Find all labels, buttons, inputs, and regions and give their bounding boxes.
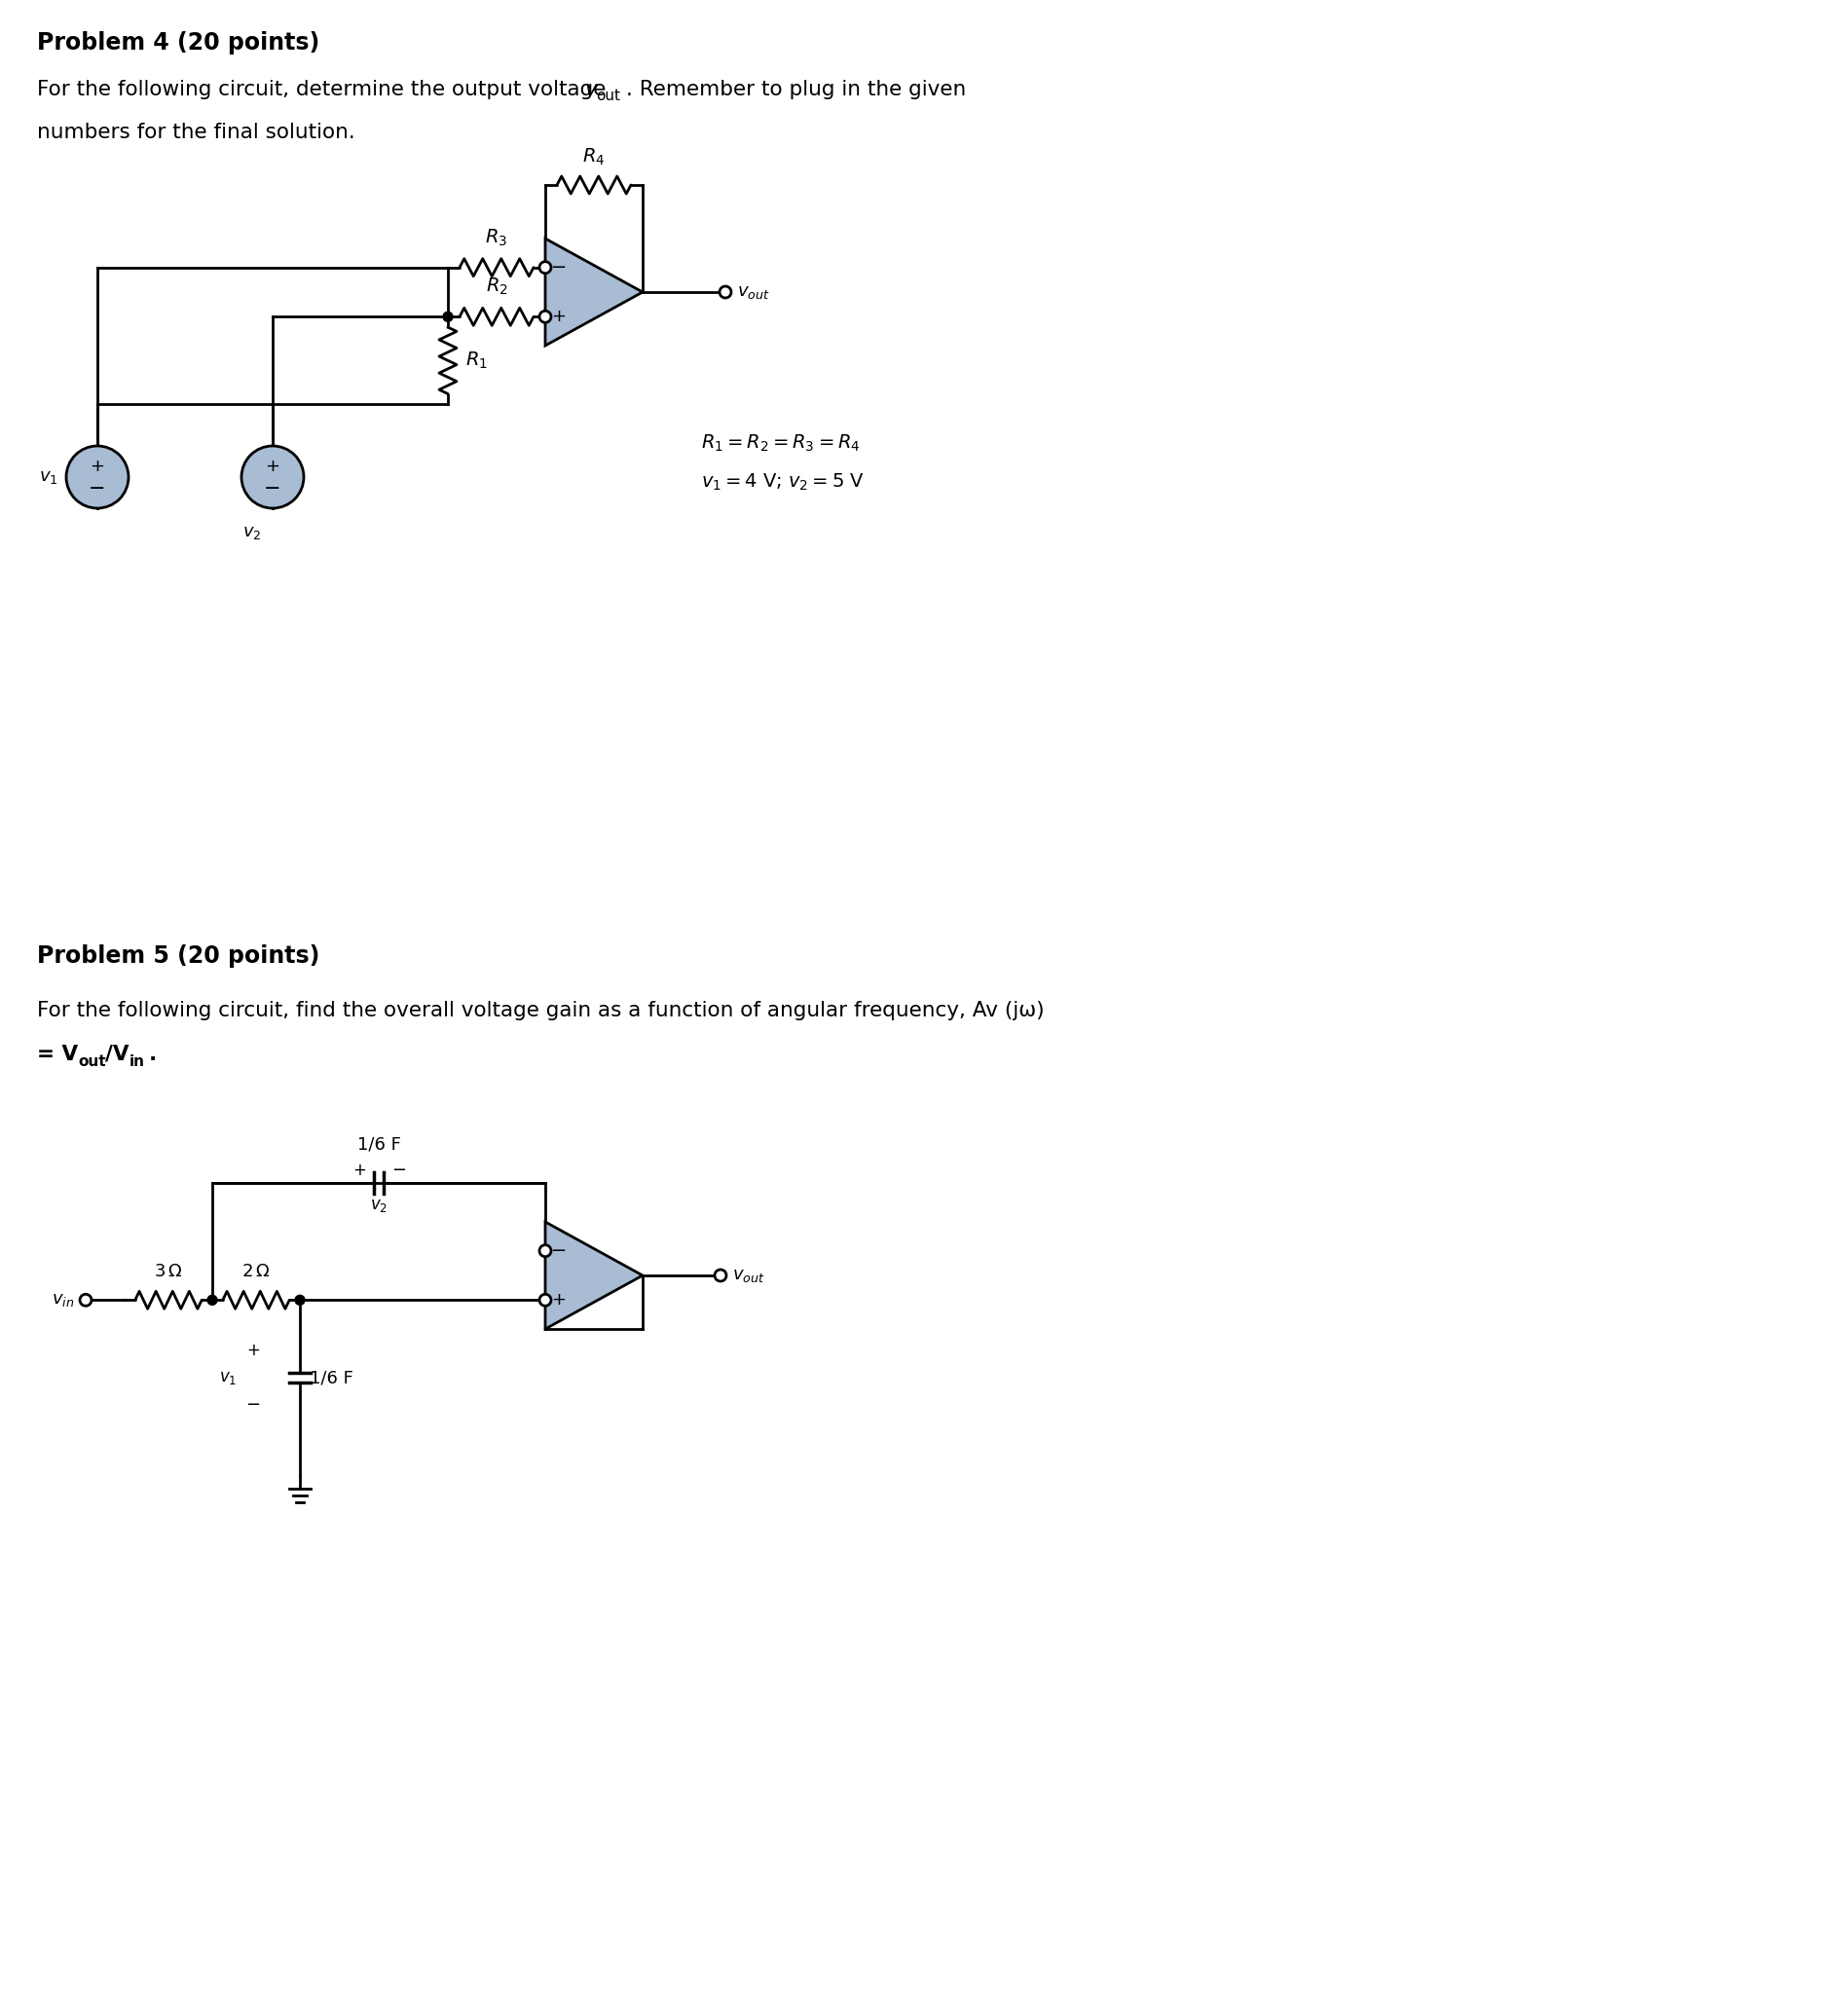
Text: $v_2$: $v_2$	[370, 1197, 388, 1213]
Text: $R_3$: $R_3$	[484, 227, 508, 247]
Text: +: +	[551, 309, 565, 325]
Text: $v_1$: $v_1$	[39, 468, 59, 486]
Text: For the following circuit, find the overall voltage gain as a function of angula: For the following circuit, find the over…	[37, 1000, 1044, 1020]
Circle shape	[540, 313, 551, 321]
Circle shape	[715, 1269, 726, 1281]
Circle shape	[67, 446, 129, 508]
Circle shape	[540, 261, 551, 273]
Text: $R_4$: $R_4$	[582, 147, 604, 167]
Circle shape	[540, 1245, 551, 1257]
Polygon shape	[545, 1221, 643, 1329]
Text: +: +	[91, 458, 105, 476]
Text: +: +	[246, 1343, 261, 1359]
Polygon shape	[545, 239, 643, 347]
Text: numbers for the final solution.: numbers for the final solution.	[37, 124, 355, 141]
Text: For the following circuit, determine the output voltage: For the following circuit, determine the…	[37, 80, 612, 100]
Text: $3\,\Omega$: $3\,\Omega$	[153, 1263, 183, 1281]
Text: /V: /V	[105, 1044, 129, 1064]
Text: +: +	[551, 1291, 565, 1309]
Text: Problem 5 (20 points): Problem 5 (20 points)	[37, 944, 320, 968]
Text: Problem 4 (20 points): Problem 4 (20 points)	[37, 32, 320, 54]
Text: out: out	[595, 88, 619, 104]
Text: 1/6 F: 1/6 F	[309, 1369, 353, 1386]
Text: v: v	[584, 80, 597, 100]
Text: −: −	[392, 1161, 407, 1179]
Text: −: −	[551, 259, 567, 277]
Text: $v_{out}$: $v_{out}$	[737, 283, 769, 301]
Text: $v_{in}$: $v_{in}$	[52, 1291, 74, 1309]
Text: . Remember to plug in the given: . Remember to plug in the given	[626, 80, 967, 100]
Text: $v_1=4$ V; $v_2=5$ V: $v_1=4$ V; $v_2=5$ V	[700, 472, 865, 492]
Text: −: −	[89, 478, 105, 498]
Text: −: −	[264, 478, 281, 498]
Text: out: out	[78, 1054, 105, 1070]
Circle shape	[540, 1295, 551, 1307]
Text: .: .	[150, 1044, 157, 1064]
Text: −: −	[551, 1241, 567, 1261]
Circle shape	[207, 1295, 216, 1305]
Text: $R_2$: $R_2$	[486, 277, 508, 297]
Circle shape	[719, 287, 730, 299]
Circle shape	[242, 446, 303, 508]
Text: $R_1$: $R_1$	[466, 351, 488, 371]
Text: +: +	[264, 458, 279, 476]
Circle shape	[540, 263, 551, 273]
Text: +: +	[353, 1161, 366, 1179]
Circle shape	[79, 1295, 91, 1307]
Text: in: in	[129, 1054, 144, 1070]
Text: $R_1=R_2=R_3=R_4$: $R_1=R_2=R_3=R_4$	[700, 432, 859, 454]
Circle shape	[540, 311, 551, 323]
Circle shape	[444, 313, 453, 321]
Text: $v_{out}$: $v_{out}$	[732, 1267, 765, 1285]
Text: $v_1$: $v_1$	[218, 1369, 237, 1386]
Text: $2\,\Omega$: $2\,\Omega$	[242, 1263, 270, 1281]
Text: −: −	[246, 1396, 261, 1414]
Text: 1/6 F: 1/6 F	[357, 1135, 401, 1153]
Circle shape	[296, 1295, 305, 1305]
Text: $v_2$: $v_2$	[242, 524, 261, 542]
Text: = V: = V	[37, 1044, 78, 1064]
